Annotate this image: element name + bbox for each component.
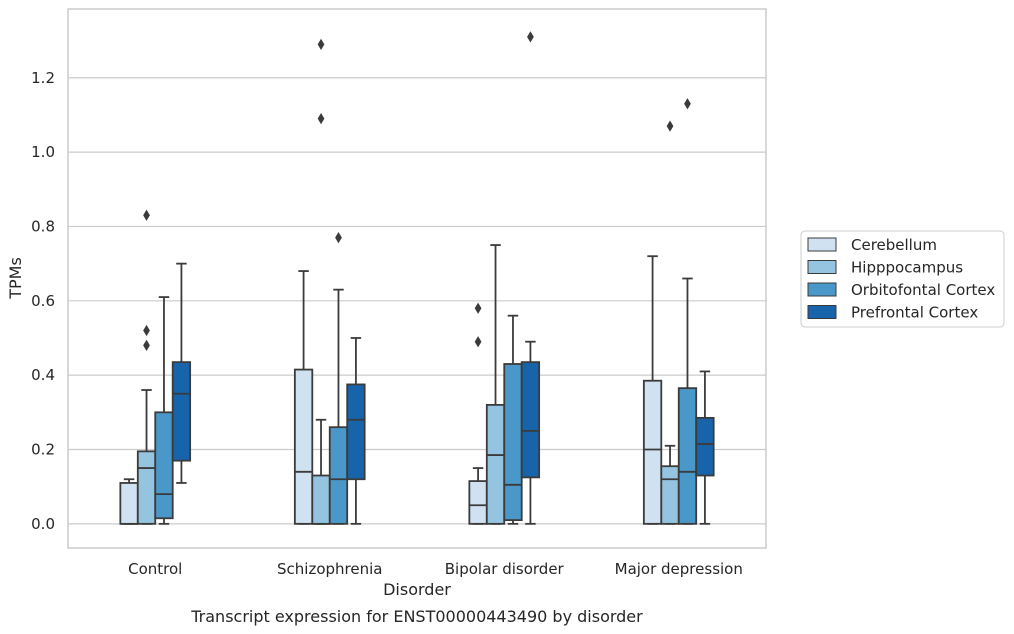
y-tick-label: 1.0 <box>31 143 55 161</box>
box-body <box>328 426 349 525</box>
outlier-point <box>527 31 534 43</box>
box-orbitofontal-cortex <box>154 296 174 525</box>
box-prefrontal-cortex <box>695 370 715 525</box>
box-hipppocampus <box>485 244 506 525</box>
outlier-point <box>143 339 150 352</box>
box-prefrontal-cortex <box>346 337 366 525</box>
outlier-point <box>317 38 325 50</box>
x-tick-label: Major depression <box>615 560 743 578</box>
box-body <box>642 379 663 525</box>
box-hipppocampus <box>136 209 157 525</box>
x-tick-label: Bipolar disorder <box>445 560 565 578</box>
box-body <box>119 482 139 525</box>
legend-frame <box>800 230 1005 328</box>
box-orbitofontal-cortex <box>677 98 698 525</box>
box-orbitofontal-cortex <box>503 314 523 525</box>
box-body <box>136 450 157 525</box>
box-body <box>311 474 331 525</box>
legend-swatch <box>807 305 837 319</box>
figure-caption: Transcript expression for ENST0000044349… <box>190 607 643 626</box>
legend-swatch <box>807 282 837 297</box>
outlier-point <box>474 336 482 348</box>
outlier-point <box>666 120 674 132</box>
y-axis-title: TPMs <box>6 257 25 300</box>
x-axis-title: Disorder <box>383 580 451 599</box>
box-body <box>677 387 698 525</box>
legend-swatch <box>807 260 837 274</box>
outlier-point <box>143 209 150 221</box>
y-tick-label: 0.6 <box>31 292 55 310</box>
box-cerebellum <box>642 255 663 525</box>
box-cerebellum <box>468 302 488 525</box>
legend: Cerebellum Hipppocampus Orbitofontal Corte… <box>800 230 1005 328</box>
x-tick-label: Schizophrenia <box>277 560 382 578</box>
legend-label: Prefrontal Cortex <box>851 304 978 322</box>
y-tick-label: 0.8 <box>31 217 55 235</box>
box-body <box>485 403 506 525</box>
x-tick-labels: Control Schizophrenia Bipolar disorder Majo… <box>128 560 743 578</box>
box-hipppocampus <box>311 38 331 525</box>
box-body <box>503 363 523 522</box>
plot-frame <box>67 8 767 549</box>
legend-label: Cerebellum <box>851 236 937 254</box>
outlier-point <box>143 324 150 337</box>
legend-label: Orbitofontal Cortex <box>851 281 995 299</box>
box-groups <box>119 31 715 525</box>
outlier-point <box>684 98 691 110</box>
box-body <box>346 383 366 481</box>
legend-swatch <box>807 237 837 252</box>
x-tick-label: Control <box>128 560 182 578</box>
box-cerebellum <box>119 478 139 525</box>
y-tick-label: 0.4 <box>31 366 55 384</box>
box-body <box>660 465 680 525</box>
y-tick-label: 0.2 <box>31 440 55 458</box>
box-cerebellum <box>293 270 314 525</box>
outlier-point <box>317 113 325 125</box>
box-prefrontal-cortex <box>520 31 541 525</box>
box-body <box>293 368 314 525</box>
box-body <box>695 416 715 477</box>
legend-label: Hipppocampus <box>851 259 963 277</box>
y-tick-label: 1.2 <box>31 69 55 87</box>
box-body <box>171 361 192 462</box>
y-tick-labels: 0.0 0.2 0.4 0.6 0.8 1.0 1.2 <box>31 69 55 533</box>
box-body <box>468 480 488 525</box>
box-body <box>154 411 174 520</box>
box-prefrontal-cortex <box>171 262 192 484</box>
box-hipppocampus <box>660 120 680 525</box>
outlier-point <box>474 302 482 314</box>
box-body <box>520 361 541 479</box>
outlier-point <box>335 231 342 244</box>
y-tick-label: 0.0 <box>31 515 55 533</box>
box-orbitofontal-cortex <box>328 231 349 525</box>
